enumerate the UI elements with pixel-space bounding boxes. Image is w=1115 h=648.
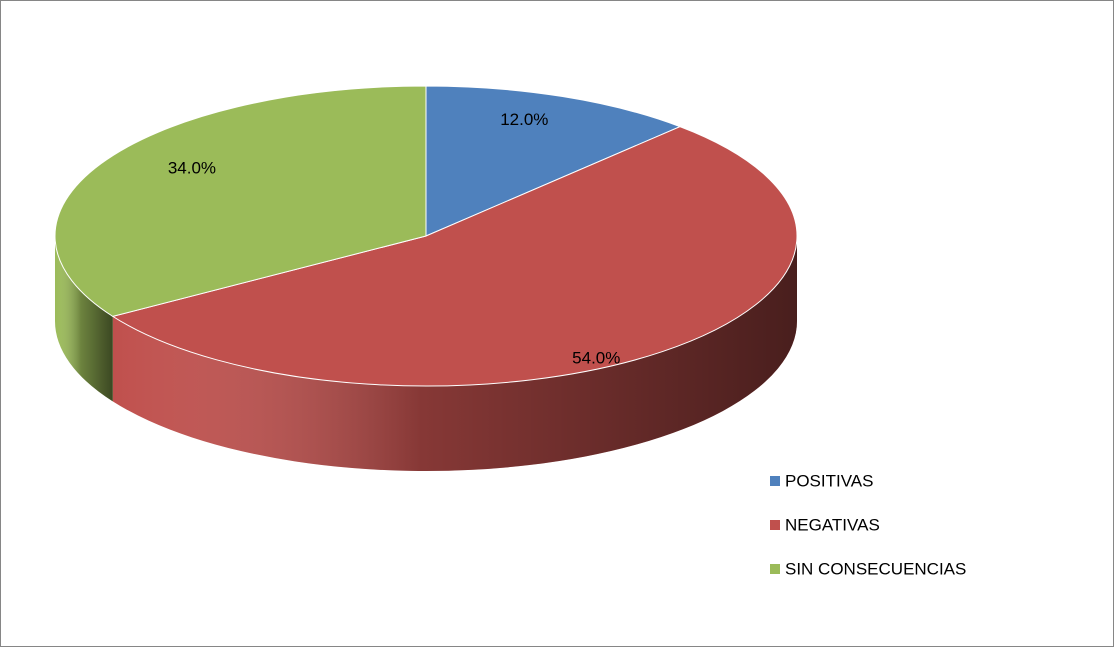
data-label: 54.0% (572, 349, 620, 368)
legend-swatch (770, 476, 780, 486)
legend-swatch (770, 520, 780, 530)
pie-side-shade (112, 236, 798, 471)
data-label: 34.0% (168, 158, 216, 177)
legend-label: POSITIVAS (785, 471, 874, 490)
pie-slice (425, 85, 682, 237)
pie: 12.0% 54.0% 34.0% (54, 85, 798, 471)
legend-label: SIN CONSECUENCIAS (785, 559, 966, 578)
pie-side-shade (55, 236, 113, 402)
legend-swatch (770, 564, 780, 574)
legend-label: NEGATIVAS (785, 515, 880, 534)
pie-slice (111, 126, 798, 387)
legend: POSITIVAS NEGATIVAS SIN CONSECUENCIAS (770, 471, 966, 578)
data-label: 12.0% (500, 110, 548, 129)
pie-slice (54, 85, 427, 317)
